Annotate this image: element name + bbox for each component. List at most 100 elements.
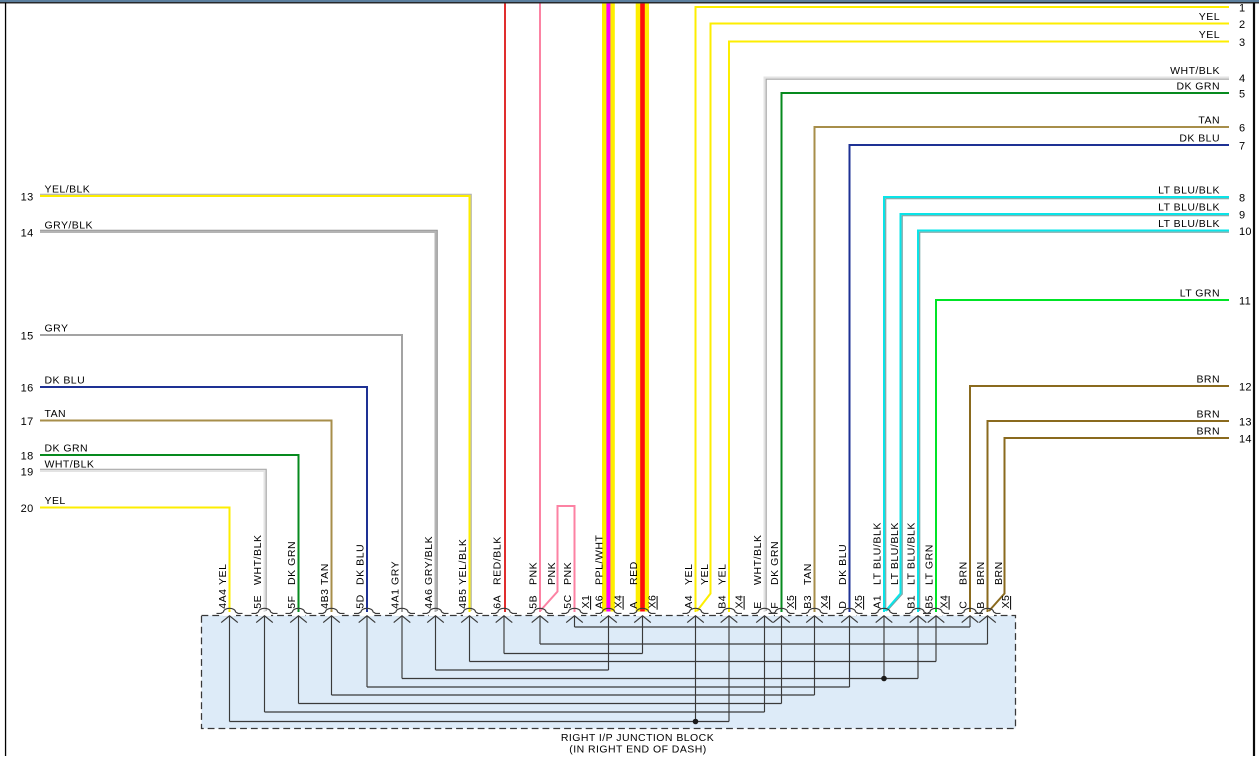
svg-text:5C: 5C	[562, 594, 574, 609]
svg-text:5F: 5F	[286, 595, 298, 608]
svg-text:YEL/BLK: YEL/BLK	[457, 539, 469, 585]
svg-text:16: 16	[21, 382, 34, 394]
svg-text:BRN: BRN	[975, 561, 987, 585]
svg-text:15: 15	[21, 330, 34, 342]
svg-text:LT BLU/BLK: LT BLU/BLK	[1158, 202, 1220, 214]
svg-text:DK GRN: DK GRN	[769, 541, 781, 585]
svg-text:B3: B3	[802, 595, 814, 609]
svg-text:A4: A4	[683, 595, 695, 609]
svg-text:13: 13	[21, 191, 34, 203]
svg-text:DK GRN: DK GRN	[286, 541, 298, 585]
svg-text:PPL/WHT: PPL/WHT	[594, 534, 606, 585]
svg-text:X4: X4	[819, 595, 831, 609]
svg-text:RED/BLK: RED/BLK	[491, 536, 503, 585]
svg-text:DK BLU: DK BLU	[354, 544, 366, 585]
svg-text:WHT/BLK: WHT/BLK	[752, 534, 764, 585]
svg-text:X1: X1	[580, 595, 592, 609]
svg-text:11: 11	[1239, 295, 1251, 307]
svg-text:RIGHT I/P JUNCTION BLOCK: RIGHT I/P JUNCTION BLOCK	[561, 732, 714, 744]
svg-text:4B5: 4B5	[457, 588, 469, 608]
svg-text:WHT/BLK: WHT/BLK	[252, 534, 264, 585]
svg-text:X5: X5	[1000, 595, 1012, 609]
svg-text:GRY/BLK: GRY/BLK	[423, 536, 435, 585]
svg-text:2: 2	[1239, 19, 1245, 31]
svg-text:5: 5	[1239, 88, 1245, 100]
svg-text:X5: X5	[853, 595, 865, 609]
svg-text:9: 9	[1239, 209, 1245, 221]
svg-text:DK BLU: DK BLU	[1179, 133, 1220, 145]
svg-text:4A1: 4A1	[389, 588, 401, 608]
svg-text:X4: X4	[939, 595, 951, 609]
svg-text:BRN: BRN	[1196, 374, 1220, 386]
svg-text:WHT/BLK: WHT/BLK	[1170, 65, 1220, 77]
svg-text:LT GRN: LT GRN	[923, 544, 935, 585]
svg-text:B5: B5	[923, 595, 935, 609]
svg-text:6A: 6A	[491, 595, 503, 609]
svg-text:TAN: TAN	[1198, 115, 1220, 127]
svg-text:YEL: YEL	[1199, 11, 1220, 23]
svg-text:DK GRN: DK GRN	[45, 443, 89, 455]
svg-text:LT BLU/BLK: LT BLU/BLK	[889, 522, 901, 585]
svg-text:6: 6	[1239, 122, 1245, 134]
svg-text:YEL: YEL	[716, 564, 728, 586]
svg-text:X4: X4	[734, 595, 746, 609]
svg-text:5D: 5D	[354, 594, 366, 609]
svg-text:RED: RED	[628, 561, 640, 585]
svg-text:GRY/BLK: GRY/BLK	[45, 220, 93, 232]
svg-text:PNK: PNK	[546, 562, 558, 585]
svg-text:TAN: TAN	[45, 408, 67, 420]
svg-text:13: 13	[1239, 416, 1252, 428]
svg-text:YEL: YEL	[45, 495, 66, 507]
svg-text:X5: X5	[785, 595, 797, 609]
svg-text:DK BLU: DK BLU	[837, 544, 849, 585]
svg-text:3: 3	[1239, 37, 1245, 49]
svg-text:DK BLU: DK BLU	[45, 375, 86, 387]
svg-text:B4: B4	[716, 595, 728, 609]
svg-text:5B: 5B	[527, 595, 539, 609]
svg-text:12: 12	[1239, 381, 1252, 393]
svg-text:YEL/BLK: YEL/BLK	[45, 184, 91, 196]
svg-text:A1: A1	[871, 595, 883, 609]
svg-text:YEL: YEL	[699, 564, 711, 586]
svg-text:TAN: TAN	[319, 563, 331, 585]
svg-text:LT BLU/BLK: LT BLU/BLK	[905, 522, 917, 585]
svg-text:YEL: YEL	[683, 564, 695, 586]
svg-text:1: 1	[1239, 2, 1245, 14]
svg-text:GRY: GRY	[45, 323, 69, 335]
svg-text:4: 4	[1239, 73, 1245, 85]
svg-text:DK GRN: DK GRN	[1176, 81, 1220, 93]
svg-text:BRN: BRN	[993, 561, 1005, 585]
svg-text:(IN RIGHT END OF DASH): (IN RIGHT END OF DASH)	[569, 744, 706, 756]
svg-text:LT BLU/BLK: LT BLU/BLK	[871, 522, 883, 585]
svg-text:19: 19	[21, 466, 34, 478]
svg-text:PNK: PNK	[527, 562, 539, 585]
svg-text:B1: B1	[905, 595, 917, 609]
svg-text:B: B	[975, 601, 987, 609]
svg-text:4B3: 4B3	[319, 588, 331, 608]
svg-text:E: E	[752, 601, 764, 609]
svg-text:GRY: GRY	[389, 561, 401, 585]
svg-text:YEL: YEL	[217, 564, 229, 586]
svg-text:LT BLU/BLK: LT BLU/BLK	[1158, 218, 1220, 230]
svg-text:LT BLU/BLK: LT BLU/BLK	[1158, 185, 1220, 197]
svg-text:YEL: YEL	[1199, 29, 1220, 41]
svg-text:BRN: BRN	[1196, 409, 1220, 421]
svg-text:X6: X6	[647, 595, 659, 609]
svg-text:WHT/BLK: WHT/BLK	[45, 459, 95, 471]
svg-text:A6: A6	[594, 595, 606, 609]
svg-text:4A6: 4A6	[423, 588, 435, 608]
svg-text:D: D	[837, 601, 849, 609]
svg-text:14: 14	[1239, 433, 1252, 445]
svg-text:20: 20	[21, 503, 34, 515]
svg-text:17: 17	[21, 416, 34, 428]
svg-text:A: A	[628, 601, 640, 609]
svg-text:5E: 5E	[252, 595, 264, 609]
svg-text:X4: X4	[613, 595, 625, 609]
svg-text:18: 18	[21, 450, 34, 462]
svg-text:LT GRN: LT GRN	[1180, 288, 1220, 300]
svg-text:F: F	[769, 602, 781, 609]
svg-text:TAN: TAN	[802, 563, 814, 585]
svg-text:7: 7	[1239, 140, 1245, 152]
svg-text:4A4: 4A4	[217, 588, 229, 608]
svg-text:PNK: PNK	[562, 562, 574, 585]
